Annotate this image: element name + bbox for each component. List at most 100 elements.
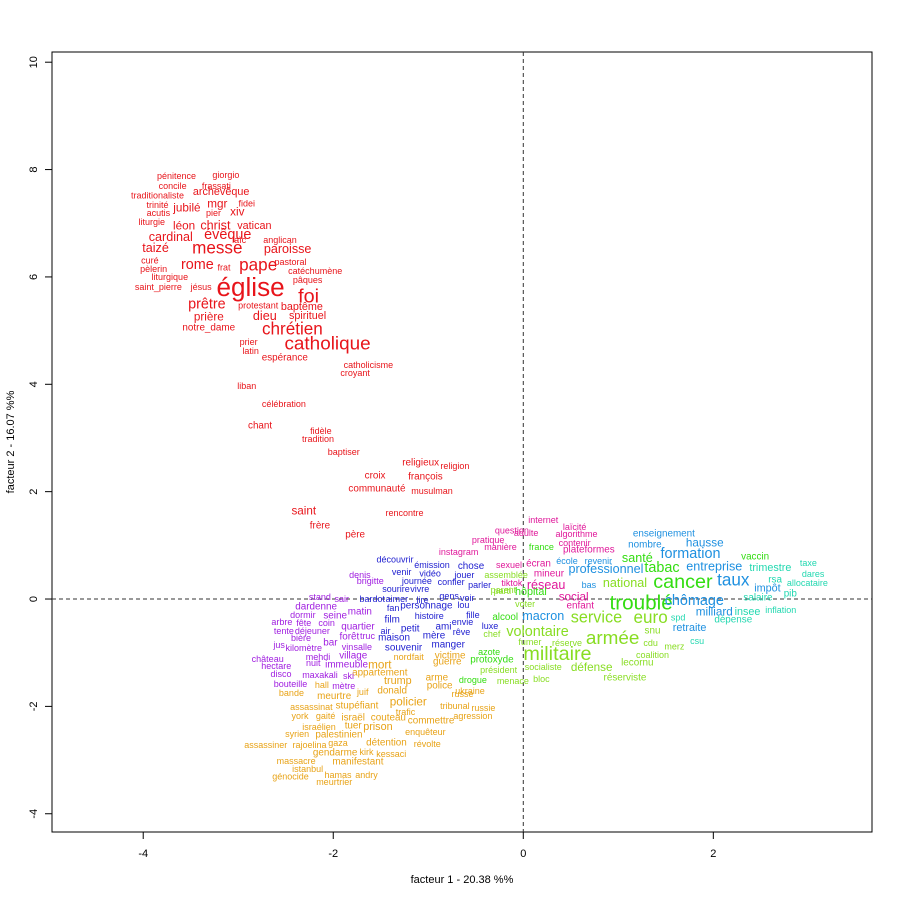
word-point: mort <box>368 659 392 672</box>
word-point: aimer <box>386 594 409 604</box>
word-point: nombre <box>628 539 662 550</box>
word-point: palestinien <box>315 729 362 740</box>
word-point: socialiste <box>525 662 562 672</box>
word-point: salle <box>353 642 372 652</box>
word-point: kilomètre <box>286 643 323 653</box>
word-point: professionnel <box>568 562 643 576</box>
word-point: york <box>291 711 309 721</box>
word-point: espérance <box>262 352 309 363</box>
word-point: église <box>216 272 284 302</box>
word-point: azote <box>478 647 500 657</box>
word-point: arme <box>426 672 449 683</box>
word-point: allocataire <box>787 578 828 588</box>
word-point: vivre <box>410 584 429 594</box>
word-point: manière <box>484 542 517 552</box>
word-point: ami <box>436 621 452 632</box>
word-point: truc <box>360 631 376 641</box>
word-point: saint_pierre <box>135 282 182 292</box>
word-point: air <box>381 626 391 636</box>
word-point: meurtrier <box>316 777 352 787</box>
word-point: spirituel <box>289 310 326 322</box>
word-point: couteau <box>371 713 406 724</box>
word-point: taxe <box>800 558 817 568</box>
word-point: bouteille <box>274 679 308 689</box>
y-tick-label: 6 <box>28 274 40 280</box>
x-axis-title: facteur 1 - 20.38 %% <box>411 874 514 886</box>
word-point: formation <box>661 546 721 562</box>
word-point: baptiser <box>328 447 360 457</box>
word-point: catholique <box>284 334 370 355</box>
word-point: bloc <box>533 674 550 684</box>
word-point: chose <box>458 561 485 572</box>
word-point: israélien <box>302 722 336 732</box>
word-point: pâques <box>293 275 323 285</box>
word-point: service <box>571 608 622 626</box>
word-point: tiktok <box>501 578 523 588</box>
word-point: château <box>252 654 284 664</box>
word-point: volontaire <box>506 624 568 640</box>
word-point: agression <box>453 711 492 721</box>
word-point: génocide <box>272 772 309 782</box>
y-axis-title: facteur 2 - 16.07 %% <box>5 390 17 493</box>
word-point: pénitence <box>157 171 196 181</box>
word-point: curé <box>141 255 159 265</box>
word-point: drogue <box>459 675 487 685</box>
word-point: tradition <box>302 434 334 444</box>
word-point: inflation <box>765 605 796 615</box>
word-point: notre_dame <box>182 322 235 333</box>
word-point: disco <box>270 669 291 679</box>
word-point: dares <box>802 569 825 579</box>
word-point: fait <box>412 652 425 662</box>
word-point: sourire <box>382 584 410 594</box>
word-point: forêt <box>340 632 360 643</box>
word-point: jésus <box>190 282 213 292</box>
word-point: seine <box>323 611 347 622</box>
word-point: dépense <box>714 614 752 625</box>
word-point: pier <box>206 208 221 218</box>
y-tick-label: 0 <box>28 596 40 602</box>
word-point: liban <box>237 381 256 391</box>
word-point: vaccin <box>741 552 769 563</box>
word-point: village <box>339 650 368 661</box>
word-point: laïcité <box>563 522 587 532</box>
word-point: trafic <box>396 707 416 717</box>
word-point: chômage <box>665 593 724 609</box>
word-point: santé <box>622 551 653 565</box>
word-point: bière <box>291 633 311 643</box>
word-point: jubilé <box>172 202 200 215</box>
word-point: armée <box>586 628 640 649</box>
word-point: hausse <box>686 537 724 550</box>
word-point: denis <box>349 570 371 580</box>
word-point: découvrir <box>377 554 414 564</box>
word-point: christ <box>200 218 231 232</box>
word-point: coin <box>318 618 335 628</box>
word-point: csu <box>690 636 704 646</box>
word-point: adulte <box>514 528 539 538</box>
word-point: défense <box>571 661 613 674</box>
word-point: internet <box>528 515 559 525</box>
word-point: frère <box>310 521 331 532</box>
word-point: musulman <box>411 486 453 496</box>
word-point: dardenne <box>295 602 337 613</box>
word-point: policier <box>390 696 427 709</box>
y-tick-label: -2 <box>28 701 40 711</box>
word-point: coalition <box>636 650 669 660</box>
y-tick-label: 8 <box>28 167 40 173</box>
x-tick-label: 0 <box>520 848 526 860</box>
word-point: histoire <box>415 611 444 621</box>
word-point: tente <box>274 626 294 636</box>
word-point: israël <box>341 713 365 724</box>
y-tick-label: 2 <box>28 489 40 495</box>
word-point: algorithme <box>555 529 597 539</box>
word-point: fan <box>387 603 400 613</box>
word-point: révolte <box>414 739 441 749</box>
word-point: police <box>427 680 453 691</box>
word-point: quartier <box>341 621 375 632</box>
word-point: sair <box>335 594 350 604</box>
word-point: détention <box>366 737 407 748</box>
word-point: trinité <box>146 200 168 210</box>
word-point: envie <box>452 617 474 627</box>
word-point: snu <box>645 626 661 637</box>
